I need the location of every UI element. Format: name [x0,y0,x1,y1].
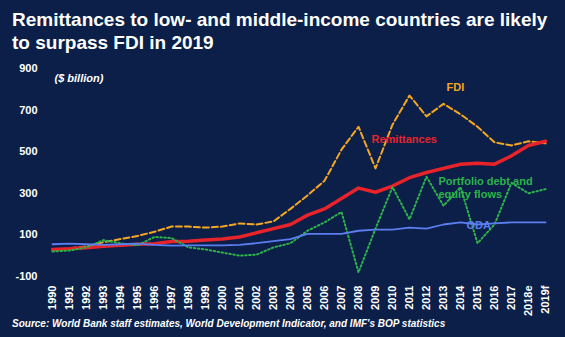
svg-text:1997: 1997 [165,286,177,310]
svg-text:2003: 2003 [267,286,279,310]
svg-text:Remittances: Remittances [372,133,437,145]
svg-text:($ billion): ($ billion) [55,72,104,84]
svg-text:1992: 1992 [80,286,92,310]
svg-text:2013: 2013 [437,286,449,310]
svg-text:2019f: 2019f [539,285,551,313]
svg-text:1991: 1991 [63,286,75,310]
svg-text:2004: 2004 [284,285,296,310]
svg-text:1998: 1998 [182,286,194,310]
svg-text:-100: -100 [15,270,37,282]
svg-text:700: 700 [19,104,37,116]
svg-text:2001: 2001 [233,286,245,310]
svg-text:2012: 2012 [420,286,432,310]
svg-text:500: 500 [19,145,37,157]
svg-text:1999: 1999 [199,286,211,310]
svg-text:1996: 1996 [148,286,160,310]
svg-text:2000: 2000 [216,286,228,310]
svg-text:2016: 2016 [488,286,500,310]
svg-text:900: 900 [19,62,37,74]
svg-text:2006: 2006 [318,286,330,310]
svg-text:300: 300 [19,187,37,199]
svg-text:2007: 2007 [335,286,347,310]
svg-text:2010: 2010 [386,286,398,310]
svg-text:Portfolio debt andequity flows: Portfolio debt andequity flows [439,175,533,200]
svg-text:FDI: FDI [447,81,465,93]
svg-text:2018e: 2018e [522,286,534,317]
html-text:Remittances to low- and middle: Remittances to low- and middle-income co… [12,9,548,53]
svg-text:2005: 2005 [301,286,313,310]
svg-text:1994: 1994 [114,285,126,310]
svg-text:1993: 1993 [97,286,109,310]
svg-text:2015: 2015 [471,286,483,310]
html-text:Source: World Bank staff estim: Source: World Bank staff estimates, Worl… [12,318,446,329]
svg-text:2009: 2009 [369,286,381,310]
svg-text:2017: 2017 [505,286,517,310]
svg-text:2002: 2002 [250,286,262,310]
svg-text:ODA: ODA [467,219,492,231]
svg-text:1995: 1995 [131,286,143,310]
svg-text:100: 100 [19,228,37,240]
svg-text:2014: 2014 [454,285,466,310]
svg-text:1990: 1990 [46,286,58,310]
svg-text:2008: 2008 [352,286,364,310]
svg-text:2011: 2011 [403,286,415,310]
